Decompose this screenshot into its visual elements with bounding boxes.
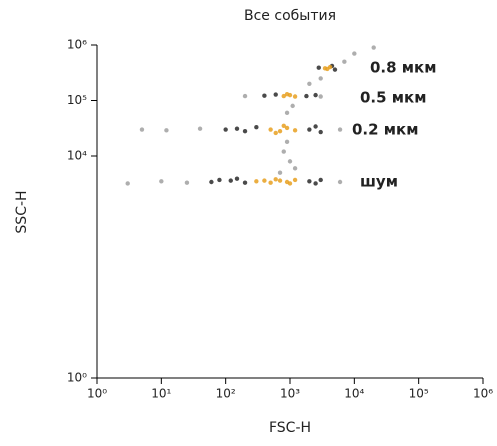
point — [125, 181, 130, 186]
point — [371, 45, 376, 50]
point — [281, 149, 286, 154]
point — [325, 66, 330, 72]
point — [159, 179, 164, 184]
point — [277, 170, 283, 175]
point — [284, 110, 290, 116]
point — [337, 179, 343, 185]
point — [209, 179, 214, 185]
point — [262, 178, 267, 183]
point — [316, 65, 321, 70]
point — [337, 127, 343, 132]
point — [318, 94, 323, 99]
point — [284, 125, 290, 131]
x-tick-label: 10⁶ — [473, 387, 493, 401]
point — [292, 128, 298, 133]
point — [284, 91, 290, 97]
annotation: 0.8 мкм — [370, 59, 437, 77]
point — [234, 176, 240, 181]
point — [242, 93, 248, 99]
point — [284, 139, 290, 145]
point — [313, 92, 318, 98]
point — [281, 123, 286, 129]
point — [273, 177, 278, 182]
point — [164, 128, 169, 133]
x-tick-label: 10¹ — [151, 387, 171, 401]
point — [307, 81, 312, 86]
point — [313, 124, 318, 129]
point — [262, 93, 267, 98]
point — [242, 180, 248, 185]
point — [228, 178, 233, 183]
point — [223, 127, 228, 132]
point — [287, 159, 293, 164]
point — [318, 177, 323, 183]
y-tick-label: 10⁴ — [67, 149, 87, 163]
point — [307, 127, 312, 132]
point — [332, 67, 338, 72]
point — [184, 180, 190, 185]
y-tick-label: 10⁵ — [67, 93, 87, 107]
annotation: 0.2 мкм — [352, 121, 419, 139]
point — [318, 76, 323, 81]
point — [313, 181, 318, 186]
point — [352, 51, 357, 56]
x-tick-label: 10⁴ — [344, 387, 364, 401]
point — [342, 59, 347, 64]
point — [139, 127, 145, 132]
point — [197, 126, 203, 131]
point — [254, 179, 259, 184]
point — [268, 180, 273, 185]
annotation: 0.5 мкм — [360, 89, 427, 107]
point — [273, 130, 278, 136]
point — [281, 93, 286, 99]
x-axis-title: FSC-H — [269, 420, 311, 436]
point — [287, 181, 293, 186]
x-tick-label: 10³ — [280, 387, 300, 401]
y-tick-label: 10⁶ — [67, 38, 87, 52]
y-axis-title: SSC-H — [14, 190, 30, 233]
point — [268, 127, 273, 132]
x-tick-label: 10⁵ — [409, 387, 429, 401]
point — [292, 177, 298, 183]
x-tick-label: 10² — [216, 387, 236, 401]
point — [290, 103, 295, 109]
point — [307, 179, 312, 184]
point — [277, 178, 283, 183]
point — [217, 177, 222, 183]
point — [318, 129, 323, 135]
x-tick-label: 10⁰ — [87, 387, 107, 401]
annotation: шум — [360, 173, 398, 191]
point — [242, 128, 248, 134]
point — [292, 94, 298, 99]
point — [234, 126, 240, 131]
point — [292, 166, 298, 171]
point — [277, 128, 283, 134]
point — [273, 92, 278, 97]
chart-title: Все события — [244, 8, 336, 24]
point — [304, 93, 309, 99]
y-tick-label: 10⁰ — [67, 371, 87, 385]
point — [254, 125, 259, 130]
